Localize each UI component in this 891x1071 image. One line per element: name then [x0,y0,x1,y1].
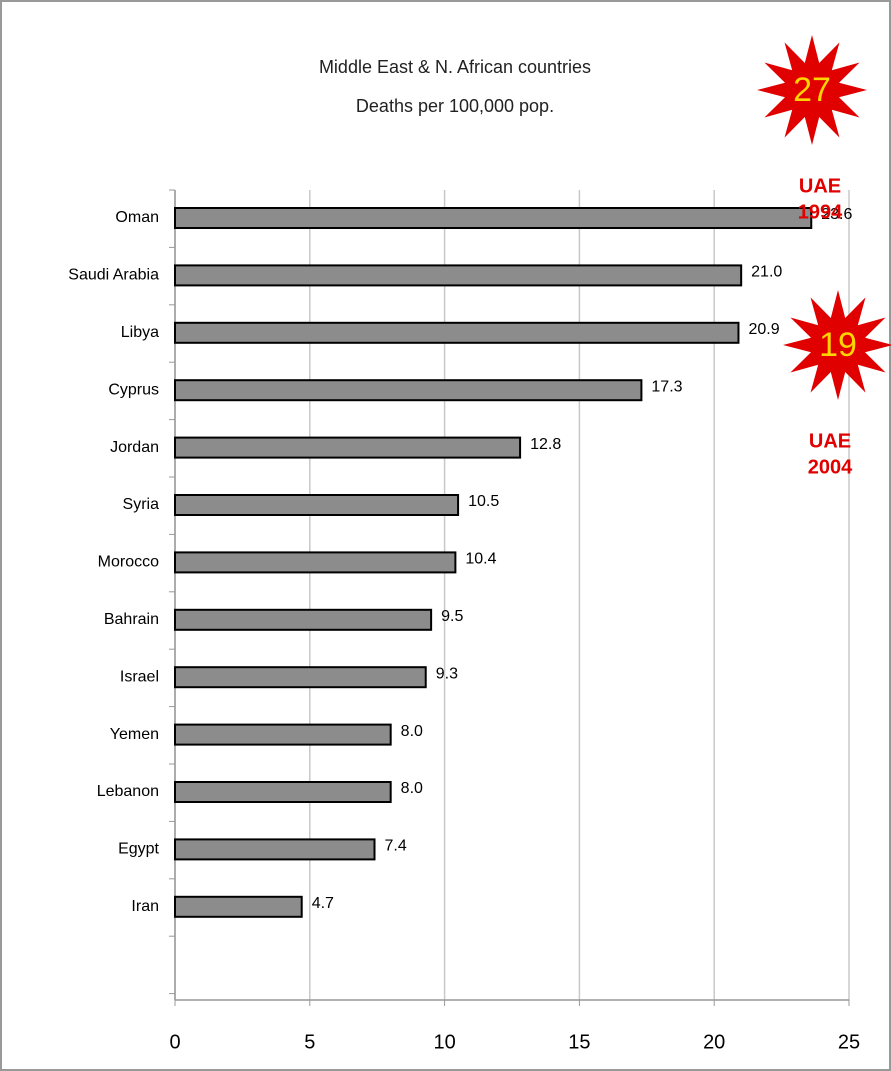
chart-subtitle: Deaths per 100,000 pop. [356,96,554,116]
y-tick-label: Morocco [98,554,159,571]
x-tick-label: 25 [838,1031,860,1053]
bar [174,608,433,631]
bar [174,436,522,459]
x-tick-label: 0 [169,1031,180,1053]
bar [174,895,303,918]
y-tick-label: Saudi Arabia [68,267,159,284]
y-tick-label: Lebanon [97,783,159,800]
x-tick-label: 10 [433,1031,455,1053]
data-label: 7.4 [385,838,407,855]
chart-title: Middle East & N. African countries [319,57,591,77]
y-tick-label: Iran [131,898,159,915]
x-tick-label: 5 [304,1031,315,1053]
bar [174,781,392,803]
y-tick-label: Cyprus [108,381,159,398]
data-label: 10.5 [468,493,499,510]
bar [174,264,743,287]
data-label: 12.8 [530,436,561,453]
bar [174,551,457,574]
y-tick-label: Israel [120,668,159,685]
bar [174,321,740,344]
bar [174,723,392,746]
y-tick-label: Egypt [118,841,159,858]
data-label: 23.6 [821,206,852,223]
data-label: 8.0 [401,723,423,740]
data-label: 4.7 [312,895,334,912]
bar [174,379,643,402]
bar [174,838,376,861]
x-tick-label: 15 [568,1031,590,1053]
y-tick-label: Yemen [110,726,159,743]
data-label: 20.9 [748,321,779,338]
x-tick-label: 20 [703,1031,725,1053]
badge-number: 19 [819,326,857,364]
annotation-label: 1994 [798,201,843,223]
y-tick-label: Oman [115,209,159,226]
bar [174,494,460,516]
y-tick-label: Syria [123,496,160,513]
bar [174,666,427,689]
data-label: 17.3 [651,378,682,395]
y-tick-label: Bahrain [104,611,159,628]
data-label: 8.0 [401,780,423,797]
annotation-label: 2004 [808,456,853,478]
annotation-label: UAE [809,430,851,452]
starburst [783,290,891,400]
data-label: 9.5 [441,608,463,625]
data-label: 9.3 [436,665,458,682]
data-label: 21.0 [751,264,782,281]
starburst [757,35,867,145]
y-tick-label: Libya [121,324,159,341]
annotation-label: UAE [799,175,841,197]
data-label: 10.4 [465,551,496,568]
badge-number: 27 [793,71,831,109]
y-tick-label: Jordan [110,439,159,456]
bar [174,207,813,229]
